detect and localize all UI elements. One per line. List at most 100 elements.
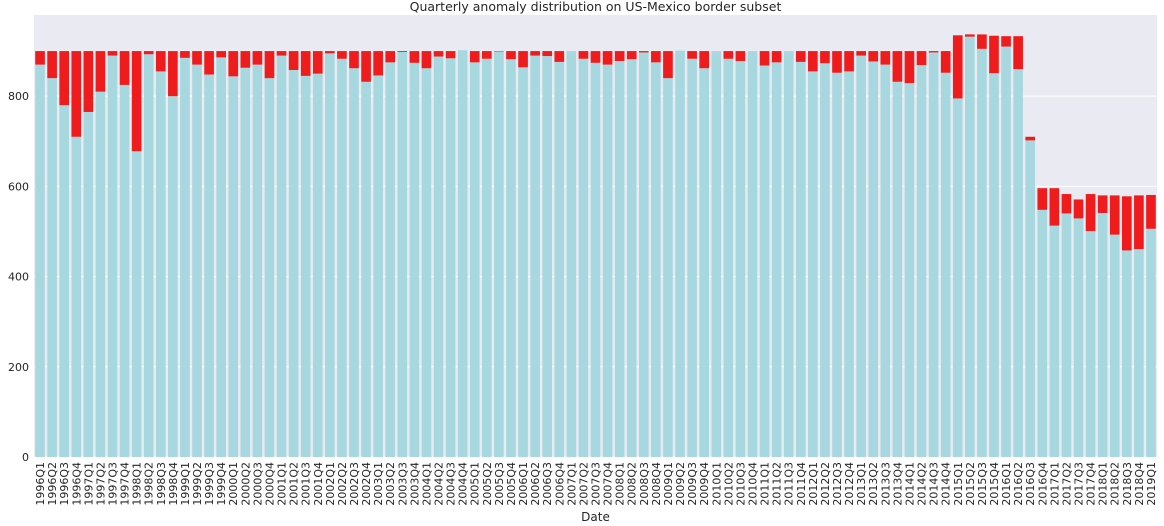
bar-anomaly-2009Q3 xyxy=(687,51,697,59)
bar-normal-2001Q2 xyxy=(288,70,299,458)
x-tick-label: 2006Q1 xyxy=(517,462,530,506)
bar-normal-2009Q1 xyxy=(663,78,673,458)
bar-anomaly-2019Q1 xyxy=(1146,194,1156,229)
bar-normal-2017Q3 xyxy=(1073,218,1084,457)
bar-normal-2011Q4 xyxy=(795,61,806,457)
y-tick-label: 800 xyxy=(8,90,29,103)
x-tick-label: 2017Q3 xyxy=(1073,462,1086,506)
x-tick-label: 1996Q4 xyxy=(70,462,83,506)
bar-anomaly-2018Q2 xyxy=(1109,195,1120,235)
x-tick-label: 2005Q2 xyxy=(481,462,494,506)
bar-anomaly-1997Q3 xyxy=(107,51,118,56)
bar-normal-1999Q1 xyxy=(180,57,190,458)
bar-anomaly-2009Q4 xyxy=(699,51,710,69)
bar-anomaly-1999Q2 xyxy=(192,51,202,65)
x-tick-label: 2008Q4 xyxy=(650,462,663,506)
x-tick-label: 2008Q2 xyxy=(626,462,639,506)
y-tick-label: 200 xyxy=(8,361,29,374)
bar-normal-1996Q3 xyxy=(59,105,70,458)
bar-anomaly-1997Q1 xyxy=(83,51,94,112)
bar-normal-2002Q4 xyxy=(361,81,371,457)
bar-normal-2011Q3 xyxy=(783,51,794,457)
x-tick-label: 2000Q4 xyxy=(263,462,276,506)
x-tick-label: 2015Q2 xyxy=(964,462,977,506)
x-tick-label: 1999Q2 xyxy=(191,462,204,506)
x-tick-label: 2015Q4 xyxy=(988,462,1001,506)
bar-anomaly-1997Q2 xyxy=(95,51,106,92)
bar-normal-2001Q3 xyxy=(300,75,311,457)
bar-anomaly-2002Q3 xyxy=(349,51,359,69)
x-tick-label: 2004Q2 xyxy=(433,462,446,506)
bar-normal-1997Q3 xyxy=(107,55,118,458)
bar-normal-2018Q3 xyxy=(1121,250,1132,457)
bar-anomaly-2003Q4 xyxy=(409,51,420,63)
x-tick-label: 2002Q1 xyxy=(324,462,337,506)
bar-normal-1999Q4 xyxy=(216,57,226,457)
x-tick-label: 2002Q4 xyxy=(360,462,373,506)
x-tick-label: 2016Q4 xyxy=(1036,462,1049,506)
bar-normal-2007Q1 xyxy=(566,51,577,457)
x-tick-label: 1999Q4 xyxy=(215,462,228,506)
bar-normal-2012Q4 xyxy=(844,71,854,457)
bar-normal-2003Q1 xyxy=(373,75,383,457)
x-tick-label: 2000Q1 xyxy=(227,462,240,506)
x-tick-label: 2013Q2 xyxy=(867,462,880,506)
bar-normal-2015Q1 xyxy=(952,98,963,457)
y-tick-label: 400 xyxy=(8,271,29,284)
bar-anomaly-2001Q3 xyxy=(300,51,311,76)
x-tick-label: 2014Q2 xyxy=(916,462,929,506)
bar-normal-2013Q1 xyxy=(856,55,866,458)
x-tick-label: 2001Q2 xyxy=(288,462,301,506)
bar-anomaly-2018Q3 xyxy=(1121,196,1132,251)
bar-anomaly-2013Q2 xyxy=(868,51,879,62)
bar-normal-2007Q2 xyxy=(578,58,589,458)
bar-normal-2014Q4 xyxy=(940,72,951,457)
x-tick-label: 2013Q3 xyxy=(879,462,892,506)
bar-anomaly-2000Q2 xyxy=(240,51,251,68)
x-tick-label: 2014Q4 xyxy=(940,462,953,506)
bar-normal-1996Q2 xyxy=(47,78,57,458)
bar-normal-2018Q2 xyxy=(1109,234,1120,457)
bar-normal-2010Q1 xyxy=(711,51,722,457)
y-tick-label: 0 xyxy=(22,451,29,464)
bar-anomaly-2015Q1 xyxy=(952,35,963,99)
x-tick-label: 1999Q1 xyxy=(179,462,192,506)
x-tick-label: 2008Q3 xyxy=(638,462,651,506)
x-tick-label: 1998Q2 xyxy=(143,462,156,506)
x-tick-label: 2012Q2 xyxy=(819,462,832,506)
bar-anomaly-1996Q4 xyxy=(71,51,82,137)
x-tick-label: 2004Q1 xyxy=(420,462,433,506)
x-tick-label: 1997Q3 xyxy=(106,462,119,506)
x-tick-label: 2003Q2 xyxy=(384,462,397,506)
bar-normal-2003Q2 xyxy=(385,62,396,457)
bar-normal-2005Q4 xyxy=(506,59,516,457)
bar-anomaly-2003Q2 xyxy=(385,51,396,63)
x-tick-label: 1996Q2 xyxy=(46,462,59,506)
bar-normal-2016Q1 xyxy=(1001,46,1011,457)
x-tick-label: 1998Q3 xyxy=(155,462,168,506)
x-tick-label: 2016Q1 xyxy=(1000,462,1013,506)
x-tick-label: 2015Q3 xyxy=(976,462,989,506)
x-tick-label: 2016Q2 xyxy=(1012,462,1025,506)
bar-anomaly-2012Q2 xyxy=(820,51,830,64)
bar-normal-2016Q4 xyxy=(1037,209,1048,457)
x-tick-label: 1999Q3 xyxy=(203,462,216,506)
bar-normal-2003Q4 xyxy=(409,62,420,457)
bar-anomaly-2011Q2 xyxy=(771,51,782,63)
x-tick-label: 2005Q3 xyxy=(493,462,506,506)
bar-normal-2014Q1 xyxy=(904,83,915,458)
x-tick-label: 2017Q2 xyxy=(1060,462,1073,506)
bar-normal-2012Q1 xyxy=(808,71,818,457)
bar-anomaly-2005Q2 xyxy=(481,51,492,59)
bar-anomaly-2017Q2 xyxy=(1061,194,1072,214)
bar-anomaly-2005Q1 xyxy=(469,51,480,63)
bar-normal-1997Q2 xyxy=(95,91,106,458)
bar-anomaly-2001Q4 xyxy=(312,51,323,74)
bar-normal-1999Q2 xyxy=(192,64,202,457)
x-tick-label: 1997Q1 xyxy=(82,462,95,506)
bar-anomaly-2014Q3 xyxy=(928,51,939,53)
x-tick-label: 2001Q1 xyxy=(276,462,289,506)
bar-normal-1997Q1 xyxy=(83,111,94,457)
bar-normal-2009Q4 xyxy=(699,68,710,458)
bar-anomaly-1998Q3 xyxy=(155,51,166,72)
